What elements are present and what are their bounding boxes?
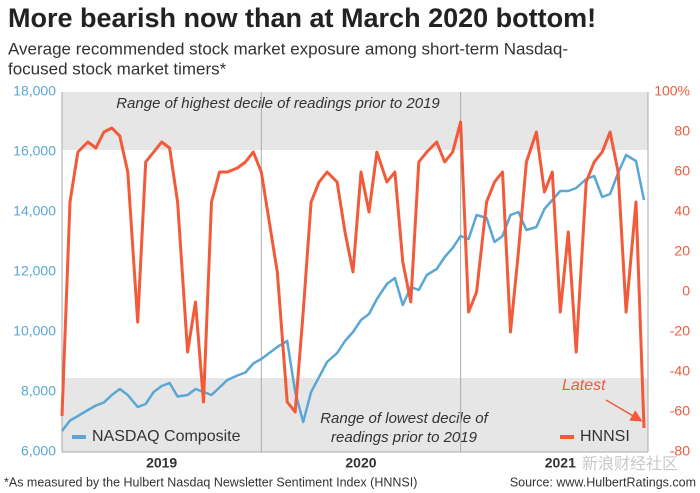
x-tick-label: 2019 xyxy=(146,455,177,471)
legend-label: NASDAQ Composite xyxy=(92,428,241,445)
y2-tick-label: 40 xyxy=(674,203,690,219)
chart-title: More bearish now than at March 2020 bott… xyxy=(8,3,596,33)
x-tick-label: 2021 xyxy=(545,455,576,471)
y2-tick-label: 20 xyxy=(674,243,690,259)
y-tick-label: 18,000 xyxy=(13,83,56,99)
y2-tick-label: -80 xyxy=(670,443,690,459)
y-tick-label: 12,000 xyxy=(13,263,56,279)
source: Source: www.HulbertRatings.com xyxy=(510,475,696,489)
series-line xyxy=(61,153,646,432)
y-tick-label: 14,000 xyxy=(13,203,56,219)
y2-tick-label: 100% xyxy=(654,83,690,99)
decile-band xyxy=(62,92,648,150)
y2-tick-label: 0 xyxy=(682,283,690,299)
band-label: Range of highest decile of readings prio… xyxy=(116,95,440,112)
series-line xyxy=(60,120,646,429)
y2-tick-label: -20 xyxy=(670,323,690,339)
footnote: *As measured by the Hulbert Nasdaq Newsl… xyxy=(4,475,417,489)
y-tick-label: 6,000 xyxy=(21,443,56,459)
annotation-arrow xyxy=(605,399,643,422)
legend-label: HNNSI xyxy=(580,428,630,445)
subtitle: Average recommended stock market exposur… xyxy=(8,39,568,58)
x-tick-label: 2020 xyxy=(345,455,376,471)
y2-tick-label: 60 xyxy=(674,163,690,179)
band-label: readings prior to 2019 xyxy=(331,429,478,446)
subtitle: focused stock market timers* xyxy=(8,59,227,78)
watermark: 新浪财经社区 xyxy=(582,455,678,473)
y-tick-label: 16,000 xyxy=(13,143,56,159)
y2-tick-label: 80 xyxy=(674,123,690,139)
y2-tick-label: -60 xyxy=(670,403,690,419)
decile-band xyxy=(62,378,648,452)
y-tick-label: 8,000 xyxy=(21,383,56,399)
y2-tick-label: -40 xyxy=(670,363,690,379)
band-label: Range of lowest decile of xyxy=(320,410,489,427)
annotation: Latest xyxy=(562,377,606,394)
y-tick-label: 10,000 xyxy=(13,323,56,339)
